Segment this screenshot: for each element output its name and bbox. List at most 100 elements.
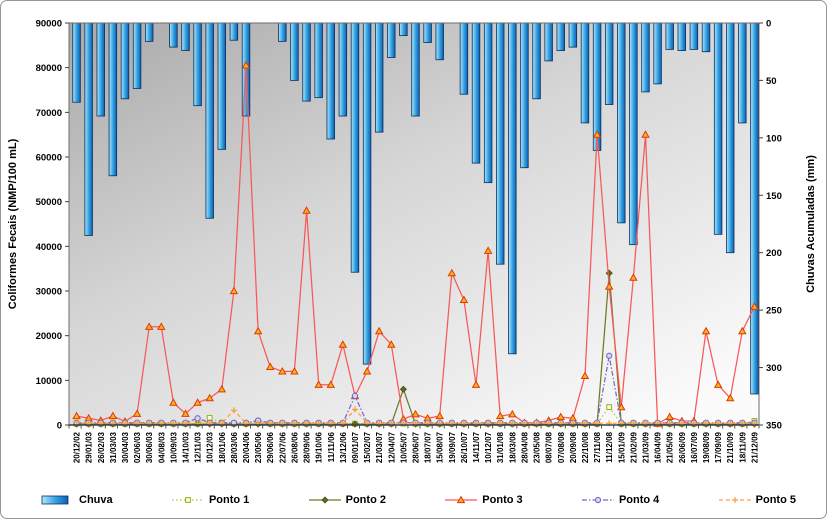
ponto5-marker	[351, 406, 358, 413]
ponto3-marker	[495, 411, 505, 420]
ponto3-marker	[144, 322, 154, 330]
x-tick-label: 12/11/03	[194, 431, 203, 462]
ponto1-marker	[185, 497, 191, 503]
rain-bar	[229, 22, 239, 41]
y-right-tick-label: 100	[766, 133, 782, 144]
legend-label: Ponto 3	[482, 494, 523, 506]
legend-label: Ponto 1	[208, 494, 250, 506]
x-tick-label: 09/01/07	[351, 431, 360, 463]
rain-bar	[108, 22, 118, 177]
x-tick-label: 11/12/08	[605, 431, 614, 462]
x-tick-label: 28/03/06	[230, 431, 239, 463]
ponto3-marker	[701, 326, 711, 335]
rain-bar	[338, 22, 348, 117]
ponto3-marker	[556, 412, 566, 421]
rain-bar	[290, 22, 299, 81]
y-left-tick-label: 50000	[36, 197, 62, 208]
legend-item-ponto-4: Ponto 4	[581, 493, 659, 507]
x-tick-label: 30/06/03	[145, 431, 154, 463]
x-tick-label: 16/04/09	[654, 431, 663, 463]
ponto3-marker	[362, 366, 372, 375]
legend-swatch-square	[171, 497, 204, 503]
rain-bar	[399, 22, 408, 37]
x-tick-label: 18/07/07	[424, 431, 433, 463]
x-tick-label: 21/12/09	[750, 431, 759, 463]
x-tick-label: 19/08/09	[702, 431, 711, 463]
ponto3-marker	[471, 380, 481, 388]
ponto3-marker	[108, 411, 118, 420]
ponto3-marker	[738, 326, 747, 335]
ponto3-marker	[435, 411, 444, 420]
x-tick-label: 23/05/06	[254, 431, 263, 463]
x-tick-label: 08/07/08	[545, 431, 554, 463]
y-right-axis-title: Chuvas Acumuladas (mm)	[805, 155, 817, 293]
y-right-tick-label: 50	[766, 76, 777, 87]
x-tick-label: 10/05/07	[399, 431, 408, 463]
ponto3-marker	[713, 380, 723, 388]
legend-swatch-circle	[581, 496, 614, 504]
rain-bar	[701, 22, 711, 53]
ponto3-marker	[326, 380, 336, 388]
y-left-tick-label: 80000	[36, 63, 62, 74]
y-right-ticks: 0 50 100 150 200 250 300 350	[759, 19, 782, 432]
ponto3-marker	[604, 282, 614, 290]
rain-bar	[689, 22, 699, 50]
rain-bar	[374, 22, 384, 133]
ponto3-marker	[302, 206, 311, 214]
x-tick-label: 20/04/06	[242, 431, 251, 463]
legend-item-ponto-2: Ponto 2	[308, 493, 386, 507]
x-tick-label: 26/06/09	[678, 431, 687, 463]
x-tick-label: 26/02/03	[97, 431, 106, 463]
x-tick-label: 22/10/08	[581, 431, 590, 463]
ponto-4-marker-icon	[594, 496, 602, 504]
y-left-tick-label: 10000	[36, 376, 62, 387]
chuva-bar-icon	[41, 495, 69, 505]
rain-bar	[193, 22, 202, 107]
y-left-axis-title: Coliformes Fecais (NMP/100 mL)	[7, 138, 19, 309]
rain-bar	[471, 22, 481, 164]
ponto3-marker	[580, 371, 590, 379]
rain-bar	[120, 22, 130, 100]
legend-label: Ponto 5	[755, 494, 796, 506]
x-tick-label: 18/11/09	[738, 431, 747, 462]
rain-bar	[314, 22, 323, 99]
x-tick-label: 31/03/03	[109, 431, 118, 463]
x-tick-label: 21/03/09	[642, 431, 651, 463]
x-tick-label: 21/05/09	[666, 431, 675, 463]
ponto2-marker	[321, 496, 329, 504]
legend-label: Ponto 2	[345, 494, 386, 506]
ponto3-marker	[169, 398, 178, 406]
x-tick-label: 26/08/06	[290, 431, 299, 463]
x-tick-label: 31/01/08	[496, 431, 505, 463]
ponto3-marker	[193, 398, 202, 406]
y-left-ticks: 0 10000 20000 30000 40000 50000 60000 70000 8000…	[36, 19, 69, 432]
ponto3-marker	[205, 393, 214, 402]
rain-bar	[96, 22, 105, 117]
legend-swatch-bar	[41, 495, 69, 505]
rain-bar	[580, 22, 590, 124]
x-tick-label: 10/12/07	[484, 431, 493, 463]
x-tick-label: 20/09/08	[569, 431, 578, 463]
x-tick-label: 18/03/08	[508, 431, 517, 463]
rain-bar	[726, 22, 735, 254]
ponto3-marker	[725, 393, 735, 402]
legend-label: Ponto 4	[618, 494, 660, 506]
ponto3-marker	[447, 268, 457, 277]
x-tick-label: 21/03/07	[375, 431, 384, 463]
ponto3-marker	[508, 409, 517, 418]
rain-bar	[629, 22, 638, 246]
ponto3-marker	[457, 495, 466, 504]
y-left-tick-label: 30000	[36, 287, 62, 298]
x-tick-label: 07/08/08	[557, 431, 566, 463]
rain-bar	[169, 22, 178, 48]
rain-bar	[641, 22, 650, 93]
rain-bar	[568, 22, 578, 48]
rain-bar	[496, 22, 505, 265]
rain-bar	[72, 22, 81, 103]
rain-bar	[132, 22, 142, 89]
x-tick-label: 17/09/09	[714, 431, 723, 463]
legend-swatch-triangle	[445, 495, 478, 504]
ponto4-marker	[594, 496, 602, 504]
rain-bars	[72, 22, 759, 395]
chart-legend: Chuva Ponto 1 Ponto 2 Ponto 3 Ponto 4 Ponto 5	[41, 487, 796, 513]
